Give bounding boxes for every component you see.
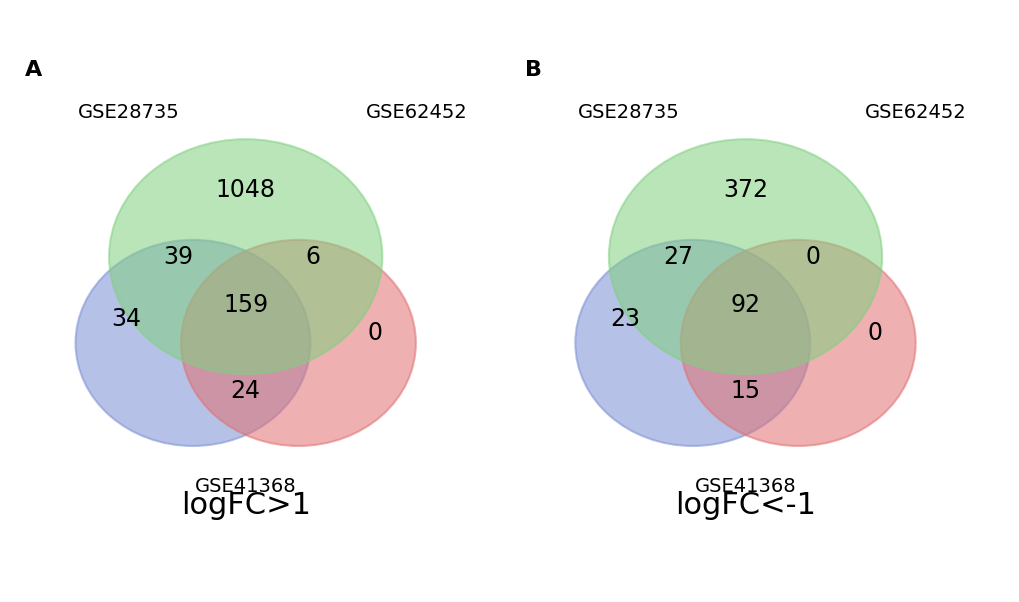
Text: 1048: 1048 xyxy=(215,178,275,202)
Ellipse shape xyxy=(180,240,416,446)
Text: 159: 159 xyxy=(223,293,268,317)
Text: 372: 372 xyxy=(722,178,767,202)
Text: 34: 34 xyxy=(111,307,141,331)
Text: 92: 92 xyxy=(730,293,760,317)
Text: GSE41368: GSE41368 xyxy=(694,477,796,496)
Ellipse shape xyxy=(75,240,310,446)
Text: GSE28735: GSE28735 xyxy=(77,104,179,122)
Text: 0: 0 xyxy=(804,244,819,268)
Text: A: A xyxy=(25,60,43,80)
Ellipse shape xyxy=(608,139,881,374)
Text: 6: 6 xyxy=(305,244,320,268)
Text: GSE28735: GSE28735 xyxy=(577,104,679,122)
Text: B: B xyxy=(525,60,541,80)
Ellipse shape xyxy=(109,139,382,374)
Text: GSE62452: GSE62452 xyxy=(864,104,966,122)
Text: 23: 23 xyxy=(610,307,640,331)
Ellipse shape xyxy=(575,240,809,446)
Text: 0: 0 xyxy=(866,321,881,346)
Text: logFC>1: logFC>1 xyxy=(180,491,311,520)
Text: GSE62452: GSE62452 xyxy=(365,104,467,122)
Text: logFC<-1: logFC<-1 xyxy=(675,491,815,520)
Text: 39: 39 xyxy=(163,244,194,268)
Text: 15: 15 xyxy=(730,379,760,403)
Text: 0: 0 xyxy=(367,321,382,346)
Ellipse shape xyxy=(680,240,915,446)
Text: 24: 24 xyxy=(230,379,261,403)
Text: GSE41368: GSE41368 xyxy=(195,477,297,496)
Text: 27: 27 xyxy=(662,244,693,268)
